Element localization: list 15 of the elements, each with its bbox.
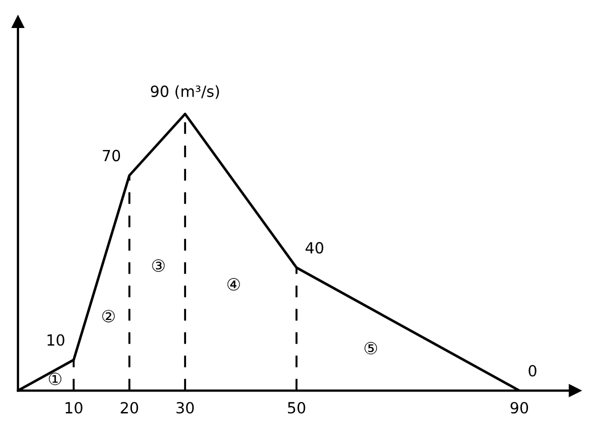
x-tick-label: 30 (176, 402, 194, 414)
x-tick-label: 50 (288, 402, 306, 414)
x-tick-label: 10 (66, 402, 82, 414)
data-label: 0 (528, 364, 536, 377)
data-label: 40 (306, 242, 324, 254)
annotation: ③ (152, 259, 165, 272)
data-label: 10 (48, 334, 64, 346)
data-label: 70 (102, 150, 120, 162)
annotation: ⑤ (364, 342, 378, 354)
annotation: ② (102, 310, 115, 322)
annotation: ① (48, 372, 62, 386)
x-tick-label: 20 (120, 402, 138, 414)
annotation: ④ (227, 278, 240, 291)
data-label: 90 (m³/s) (150, 85, 219, 99)
x-tick-label: 90 (510, 402, 528, 414)
